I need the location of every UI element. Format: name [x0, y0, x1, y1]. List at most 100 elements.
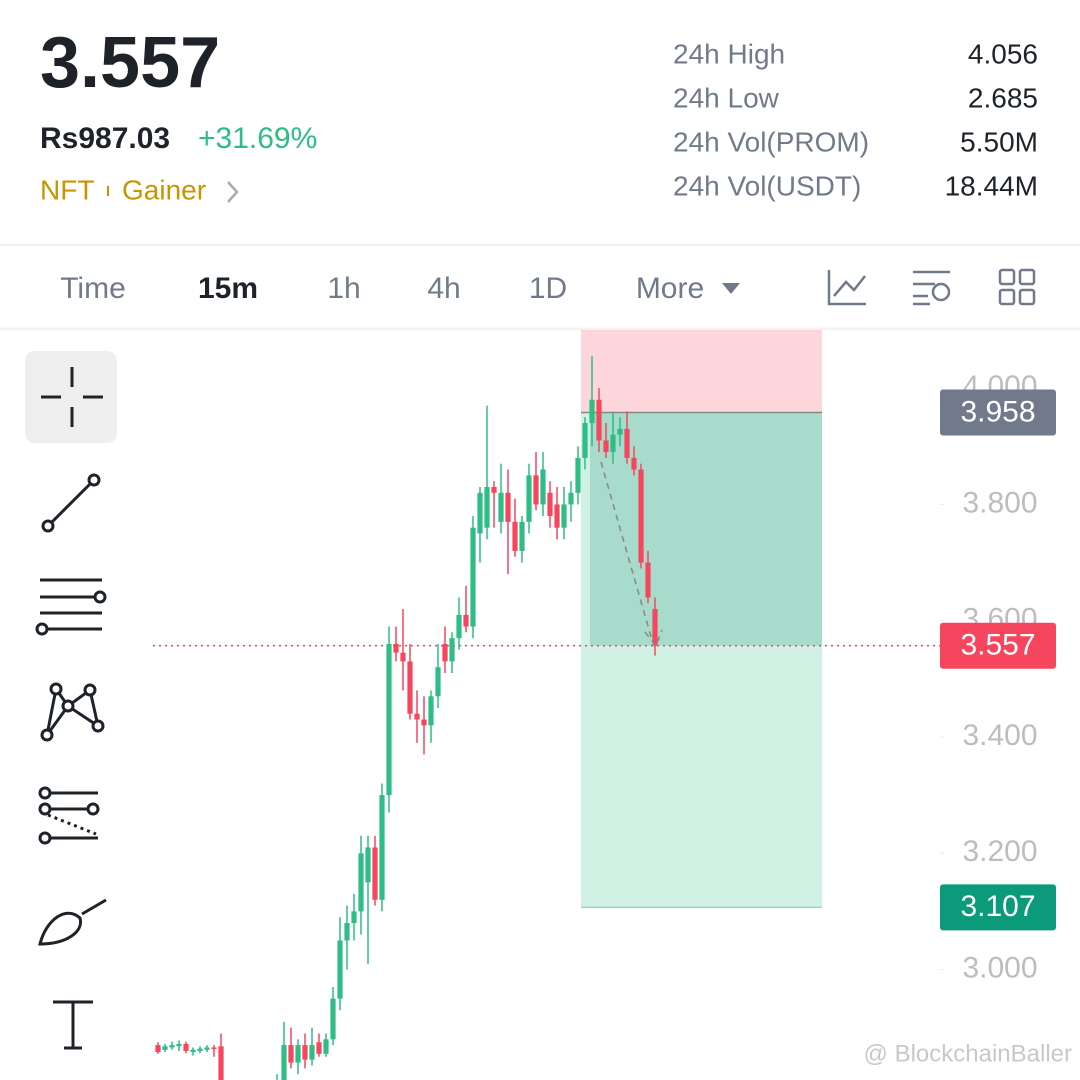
candle-body — [155, 1045, 161, 1053]
candle-body — [575, 457, 581, 493]
stat-value: 2.685 — [968, 82, 1038, 113]
stat-label: 24h Vol(USDT) — [673, 170, 861, 201]
candle-body — [365, 847, 371, 883]
candle-body — [533, 475, 539, 505]
candle-body — [456, 614, 462, 639]
candle-body — [351, 911, 357, 924]
candle-body — [309, 1045, 315, 1060]
stat-label: 24h High — [673, 38, 785, 69]
tab[interactable]: More — [636, 272, 704, 305]
candle-body — [561, 504, 567, 528]
candle-body — [477, 492, 483, 534]
stat-label: 24h Vol(PROM) — [673, 126, 869, 157]
candle-body — [330, 998, 336, 1040]
fib-tool[interactable] — [38, 786, 100, 845]
y-tick-label: 3.800 — [962, 486, 1037, 519]
y-tick-label: 3.400 — [962, 719, 1037, 752]
candle-body — [358, 853, 364, 912]
text-tool[interactable] — [53, 1000, 93, 1050]
dropdown-arrow — [722, 283, 740, 294]
candle-body — [498, 492, 504, 522]
candle-body — [568, 492, 574, 505]
stat-label: 24h Low — [673, 82, 780, 113]
candle-body — [344, 923, 350, 941]
candle-body — [302, 1045, 308, 1060]
candle-body — [519, 521, 525, 551]
candle-body — [414, 713, 420, 720]
tab[interactable]: 15m — [198, 272, 258, 305]
price: 3.557 — [40, 23, 220, 103]
parallel-tool[interactable] — [35, 578, 107, 636]
candle-body — [484, 486, 490, 528]
pattern-tool[interactable] — [40, 682, 105, 742]
candle-body — [372, 847, 378, 900]
candle-body — [589, 399, 595, 424]
candle-body — [386, 643, 392, 796]
candle-body — [470, 527, 476, 627]
candle-body — [218, 1046, 224, 1080]
tab[interactable]: 1D — [529, 272, 567, 305]
change: +31.69% — [198, 122, 317, 155]
price-tag — [940, 884, 1056, 931]
price-tag-label: 3.107 — [960, 890, 1035, 923]
candle-body — [421, 719, 427, 726]
candle-body — [169, 1045, 175, 1048]
candle-body — [197, 1048, 203, 1051]
tag[interactable]: NFT — [40, 174, 94, 205]
y-axis: 4.0003.8003.6003.4003.2003.0003.9583.557… — [940, 370, 1056, 984]
price-tag — [940, 389, 1056, 436]
brush-tool[interactable] — [38, 898, 107, 946]
stat-value: 4.056 — [968, 38, 1038, 69]
candle-body — [582, 423, 588, 458]
indicator-icon[interactable] — [913, 270, 951, 306]
candle-body — [512, 521, 518, 551]
candle-body — [491, 486, 497, 493]
candle-body — [211, 1047, 217, 1049]
fiat-price: Rs987.03 — [40, 122, 170, 155]
candle-body — [393, 643, 399, 653]
layout-icon[interactable] — [998, 268, 1036, 306]
stat-value: 5.50M — [960, 126, 1038, 157]
candle-body — [183, 1043, 189, 1051]
candle-body — [505, 492, 511, 522]
tabs: Time 15m 1h 4h 1D More — [60, 272, 704, 305]
candle-body — [442, 643, 448, 662]
price-tag-label: 3.557 — [960, 629, 1035, 662]
stat-value: 18.44M — [945, 170, 1038, 201]
chart-settings-icon[interactable] — [827, 270, 866, 306]
candle-body — [288, 1045, 294, 1063]
candle-body — [645, 562, 651, 598]
projection-arrow — [600, 461, 663, 648]
candle-body — [617, 428, 623, 435]
line-tool[interactable] — [41, 473, 101, 533]
candle-body — [204, 1047, 210, 1050]
candle-body — [190, 1049, 196, 1053]
tab[interactable]: Time — [60, 272, 126, 305]
candle-body — [540, 469, 546, 505]
candle-body — [337, 940, 343, 999]
tag[interactable]: Gainer — [122, 174, 206, 205]
price-tag-label: 3.958 — [960, 395, 1035, 428]
candle-body — [547, 492, 553, 517]
candle-body — [281, 1045, 287, 1080]
tab[interactable]: 4h — [427, 272, 460, 305]
candle-body — [554, 504, 560, 528]
tab[interactable]: 1h — [327, 272, 360, 305]
y-tick-label: 3.000 — [962, 951, 1037, 984]
stop-zone — [581, 330, 822, 413]
chart-plot — [153, 330, 940, 1080]
target-zone — [581, 412, 822, 908]
candle-body — [295, 1045, 301, 1063]
candle-body — [603, 440, 609, 453]
candle-body — [610, 434, 616, 453]
candle-body — [638, 469, 644, 563]
candle-body — [435, 667, 441, 697]
candle-body — [176, 1043, 182, 1047]
y-tick-label: 3.200 — [962, 835, 1037, 868]
crosshair-tool[interactable] — [25, 351, 117, 443]
chevron — [227, 181, 239, 203]
candle-body — [624, 428, 630, 458]
stats: 24h High 4.056 24h Low 2.685 24h Vol(PROM) 5.… — [673, 38, 1038, 201]
watermark: @ BlockchainBaller — [864, 1040, 1072, 1067]
candle-body — [162, 1046, 168, 1050]
